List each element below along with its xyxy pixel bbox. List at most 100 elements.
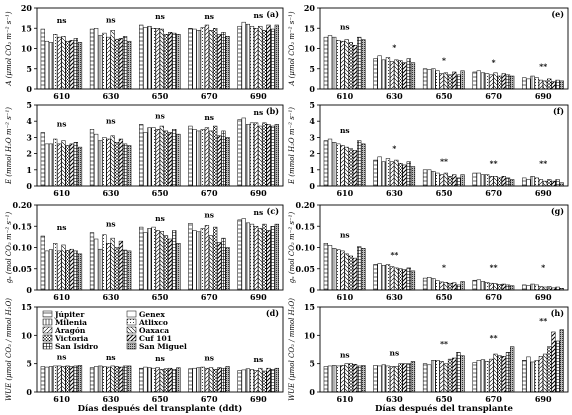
bar-650-victoria <box>447 358 453 393</box>
legend-label: Aragón <box>54 326 86 335</box>
bar-670-san-miguel <box>225 366 230 393</box>
bar-670-genex <box>476 70 481 90</box>
bar-690-milenia <box>530 361 535 393</box>
bar-610-genex <box>44 366 50 393</box>
plot-frame <box>319 306 569 393</box>
bar-650-atlixco <box>435 280 440 291</box>
x-axis-label-left: Días después del transplante (ddt) <box>78 403 243 414</box>
bar-670-milenia <box>196 30 201 90</box>
significance-label: ns <box>254 108 264 117</box>
significance-label: ns <box>340 230 350 239</box>
bar-610-victoria <box>65 40 70 90</box>
y-tick-label: 0.05 <box>13 264 32 274</box>
bar-650-aragón <box>155 367 160 393</box>
bar-630-atlixco <box>385 264 391 291</box>
y-axis-label: WUE (μmol CO₂ / mmol H₂O) <box>288 298 296 401</box>
bar-630-atlixco <box>102 366 107 393</box>
bar-630-genex <box>94 28 99 90</box>
significance-label: ns <box>57 352 67 361</box>
bar-650-atlixco <box>151 127 156 187</box>
bar-690-aragón <box>254 370 259 393</box>
x-tick-label: 670 <box>485 394 502 404</box>
bar-650-san-isidro <box>456 74 461 90</box>
bar-630-milenia <box>381 161 386 187</box>
bar-670-cuf-101 <box>501 356 506 393</box>
bar-690-san-miguel <box>559 329 564 393</box>
bar-650-aragón <box>439 174 444 187</box>
plot-frame <box>36 204 284 291</box>
bar-690-san-miguel <box>274 124 279 187</box>
bar-670-san-isidro <box>505 352 511 393</box>
bar-610-júpiter <box>40 28 45 90</box>
bar-670-júpiter <box>472 362 477 393</box>
bar-610-aragón <box>340 145 345 187</box>
bar-650-oaxaca <box>159 28 164 90</box>
y-axis-label: E (mmol H₂O m⁻² s⁻¹) <box>5 107 13 185</box>
bar-650-san-isidro <box>172 32 177 90</box>
bar-670-aragón <box>204 24 210 90</box>
bar-610-san-isidro <box>73 250 78 291</box>
x-tick-label: 690 <box>250 91 267 101</box>
bar-690-atlixco <box>534 360 539 393</box>
bar-690-aragón <box>254 226 259 291</box>
bar-650-milenia <box>431 171 436 187</box>
significance-label: ns <box>340 126 350 135</box>
bar-650-san-isidro <box>456 352 461 393</box>
bar-690-victoria <box>547 346 552 393</box>
bar-670-júpiter <box>188 125 193 187</box>
x-tick-label: 630 <box>386 91 403 101</box>
significance-label: * <box>392 43 396 52</box>
bar-670-san-miguel <box>510 179 515 187</box>
bar-650-cuf-101 <box>168 132 173 187</box>
bar-630-victoria <box>114 366 119 393</box>
bar-610-júpiter <box>323 36 328 90</box>
bar-670-cuf-101 <box>501 73 506 90</box>
panel-f: 0 1 2 3 4 5 610 ns 630 * 650 ** 670 ** 690 ** (f) E (mmol… <box>288 100 569 198</box>
plot-frame <box>319 104 569 187</box>
x-tick-label: 650 <box>436 394 453 404</box>
bar-650-genex <box>143 132 148 187</box>
bar-670-cuf-101 <box>217 242 222 291</box>
bar-670-genex <box>476 172 481 187</box>
bar-610-júpiter <box>40 132 45 187</box>
bar-670-genex <box>476 360 481 393</box>
bar-690-atlixco <box>534 77 539 90</box>
bar-610-victoria <box>348 42 353 90</box>
bar-670-aragón <box>204 367 210 393</box>
bar-670-júpiter <box>188 28 193 90</box>
bar-610-cuf-101 <box>352 45 358 90</box>
bar-690-milenia <box>530 75 535 90</box>
bar-670-genex <box>192 367 197 393</box>
bar-610-victoria <box>65 365 70 393</box>
x-tick-label: 650 <box>436 292 453 302</box>
bar-610-san-miguel <box>77 42 83 90</box>
significance-label: * <box>492 58 496 67</box>
plot-frame <box>36 104 284 187</box>
legend-swatch <box>126 310 137 318</box>
bar-610-victoria <box>348 255 353 291</box>
legend-label: San Isidro <box>55 342 98 351</box>
bar-630-san-isidro <box>406 161 411 187</box>
significance-label: ns <box>340 351 350 360</box>
bar-670-san-isidro <box>221 32 226 90</box>
significance-label: ns <box>106 353 116 362</box>
bar-690-genex <box>241 218 246 291</box>
bar-630-aragón <box>106 36 111 90</box>
bar-670-milenia <box>196 130 201 187</box>
panel-d: 0 5 10 15 610 ns 630 ns 650 ns 670 ns 690 ns (d) WUE (μ… <box>5 298 284 404</box>
bar-650-victoria <box>447 176 453 187</box>
bar-610-atlixco <box>53 243 58 291</box>
panel-label: (d) <box>266 308 279 318</box>
bar-610-victoria <box>348 148 353 187</box>
bar-690-atlixco <box>249 223 255 291</box>
bar-650-san-isidro <box>172 129 177 187</box>
bar-650-cuf-101 <box>452 174 457 187</box>
bar-630-genex <box>377 365 382 393</box>
bar-670-júpiter <box>472 279 477 291</box>
bar-690-oaxaca <box>542 80 548 90</box>
bar-670-júpiter <box>472 71 477 90</box>
bar-650-júpiter <box>422 363 428 393</box>
bar-610-san-miguel <box>361 248 366 291</box>
bar-630-oaxaca <box>394 267 399 291</box>
bar-650-aragón <box>439 361 444 393</box>
